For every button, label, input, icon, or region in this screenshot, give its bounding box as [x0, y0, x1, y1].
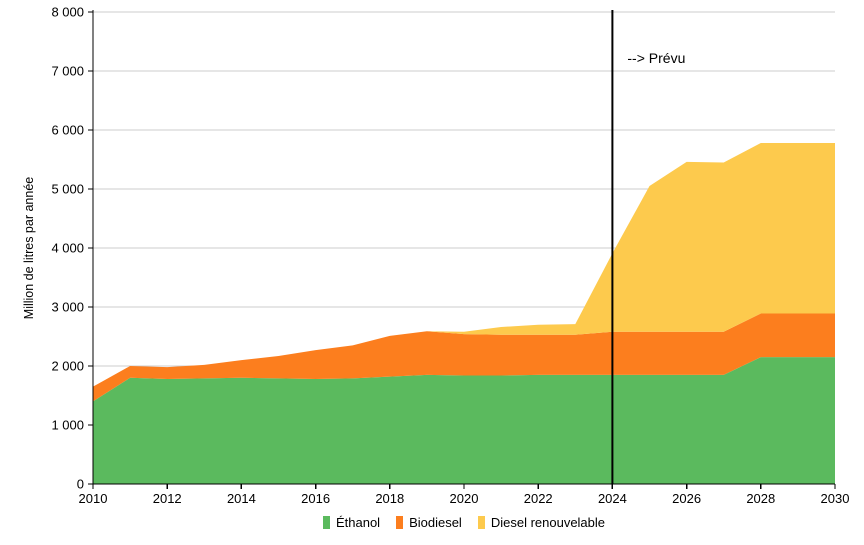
x-tick-label-2020: 2020 — [450, 491, 479, 506]
y-tick-label-6000: 6 000 — [51, 123, 84, 138]
y-tick-label-3000: 3 000 — [51, 300, 84, 315]
chart-legend: Éthanol Biodiesel Diesel renouvelable — [93, 512, 835, 532]
area-series-1 — [93, 313, 835, 402]
ethanol-swatch-icon — [322, 515, 330, 529]
y-tick-label-2000: 2 000 — [51, 359, 84, 374]
x-tick-label-2018: 2018 — [375, 491, 404, 506]
legend-label-diesel-renouvelable: Diesel renouvelable — [490, 514, 606, 530]
x-tick-label-2010: 2010 — [79, 491, 108, 506]
y-tick-label-0: 0 — [77, 477, 84, 492]
y-tick-label-5000: 5 000 — [51, 182, 84, 197]
legend-label-ethanol: Éthanol — [335, 514, 381, 530]
y-tick-label-4000: 4 000 — [51, 241, 84, 256]
biodiesel-swatch-icon — [396, 515, 404, 529]
diesel-renouvelable-swatch-icon — [477, 515, 485, 529]
x-tick-label-2022: 2022 — [524, 491, 553, 506]
x-tick-label-2024: 2024 — [598, 491, 627, 506]
y-tick-label-8000: 8 000 — [51, 5, 84, 20]
legend-label-biodiesel: Biodiesel — [409, 514, 462, 530]
y-tick-label-7000: 7 000 — [51, 64, 84, 79]
legend-item-biodiesel[interactable]: Biodiesel — [396, 515, 462, 530]
area-series-0 — [93, 357, 835, 484]
x-tick-label-2026: 2026 — [672, 491, 701, 506]
x-tick-label-2028: 2028 — [746, 491, 775, 506]
x-tick-label-2016: 2016 — [301, 491, 330, 506]
forecast-annotation-label: --> Prévu — [627, 50, 685, 66]
y-tick-label-1000: 1 000 — [51, 418, 84, 433]
y-axis-title: Million de litres par année — [22, 177, 36, 319]
legend-item-ethanol[interactable]: Éthanol — [322, 514, 381, 530]
x-tick-label-2012: 2012 — [153, 491, 182, 506]
x-tick-label-2014: 2014 — [227, 491, 256, 506]
area-series-2 — [93, 142, 835, 387]
legend-item-diesel-renouvelable[interactable]: Diesel renouvelable — [477, 514, 606, 530]
x-tick-label-2030: 2030 — [821, 491, 850, 506]
